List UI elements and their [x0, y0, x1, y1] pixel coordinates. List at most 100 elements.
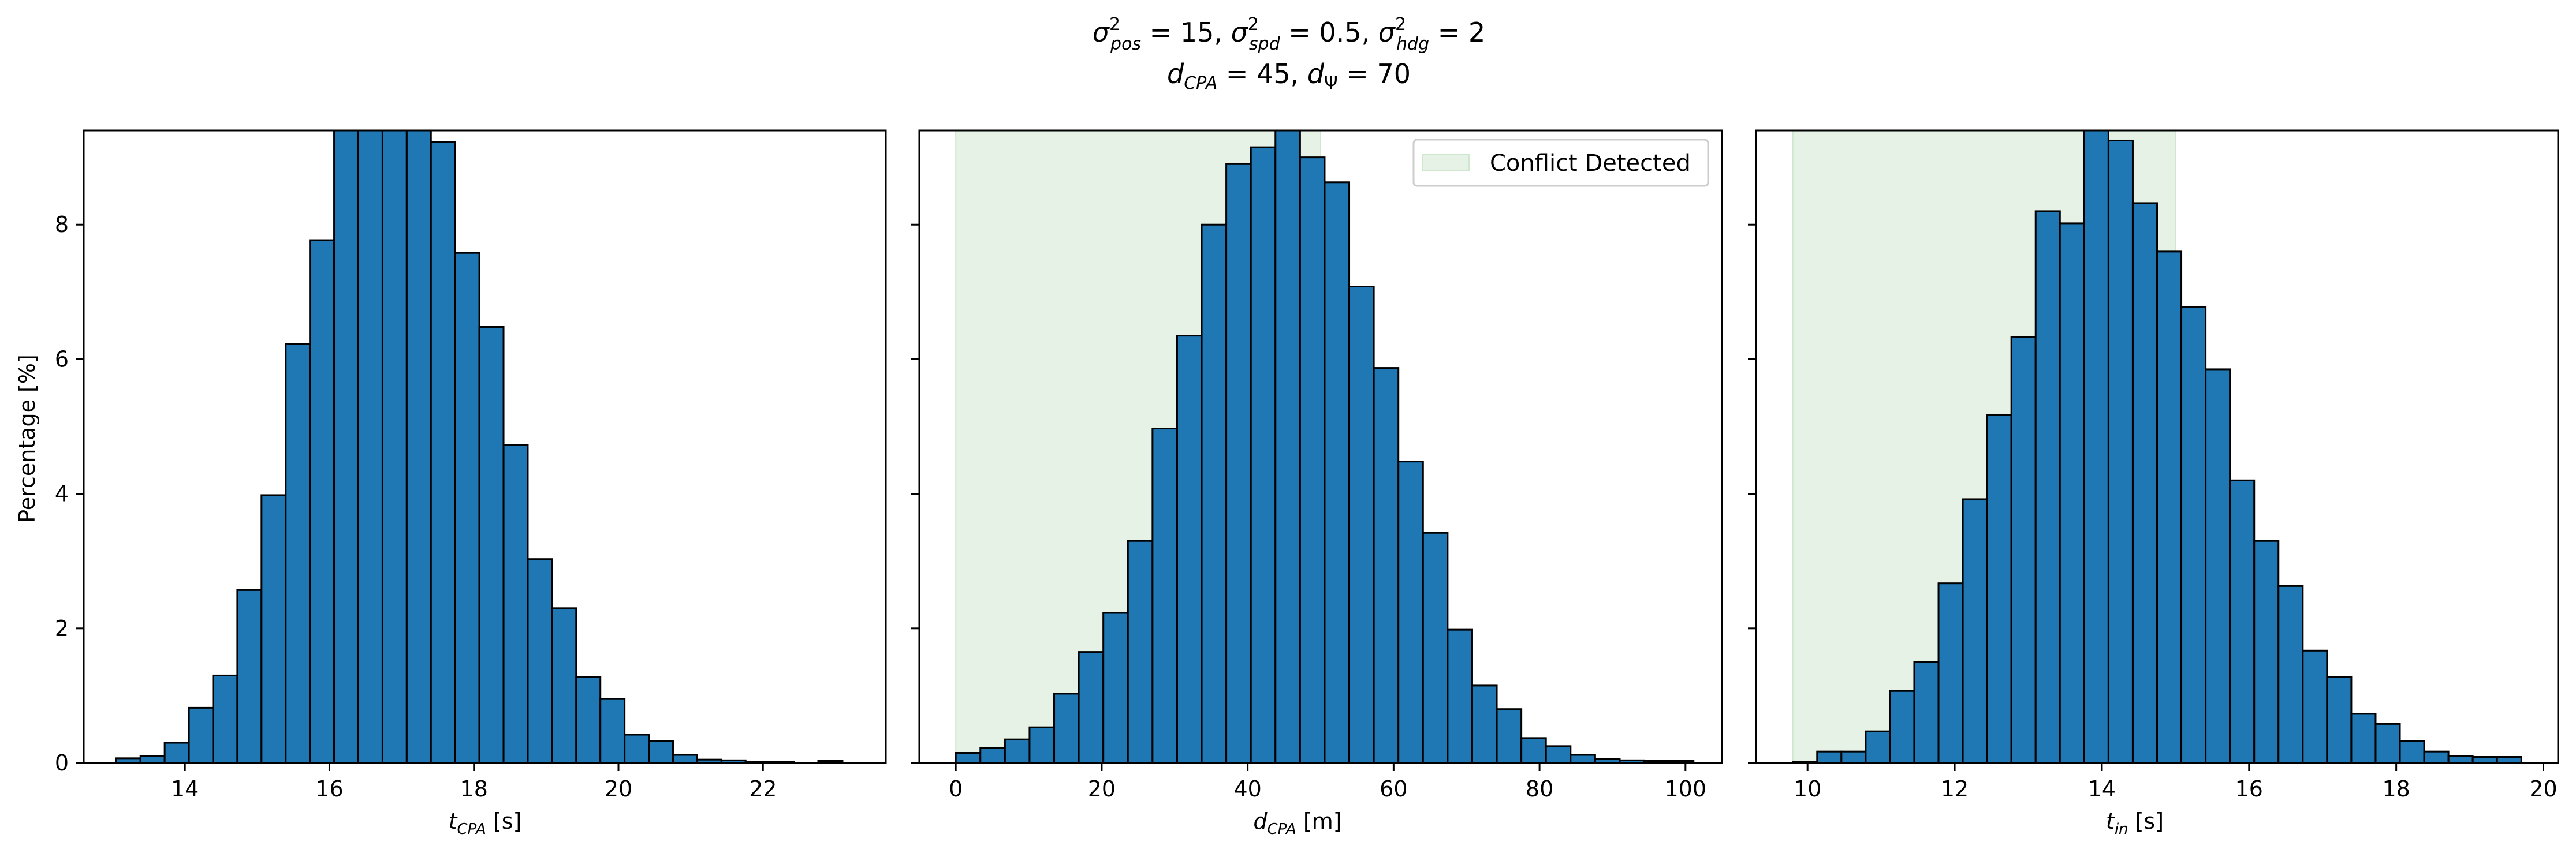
histogram-bar — [139, 755, 166, 763]
histogram-bar — [648, 740, 674, 763]
histogram-bar — [2447, 755, 2474, 763]
histogram-bar — [1250, 146, 1277, 763]
plot-inner — [1792, 130, 2522, 763]
histogram-bar — [1151, 428, 1178, 763]
histogram-bar — [2253, 540, 2280, 763]
x-tick-label: 16 — [315, 776, 343, 802]
histogram-bar — [1570, 754, 1596, 763]
histogram-bar — [2205, 368, 2231, 763]
plot-area-tin: 10 12 14 16 18 20 — [1748, 129, 2559, 802]
histogram-bar — [527, 558, 553, 763]
legend: Conflict Detected — [1412, 139, 1709, 187]
histogram-bar — [1225, 163, 1252, 763]
histogram-bar — [1865, 730, 1891, 763]
histogram-bar — [2034, 210, 2061, 763]
histogram-bar — [2471, 756, 2498, 763]
histogram-bar — [599, 698, 626, 763]
figure-title-line1: σ2 pos = 15, σ2 spd = 0.5, σ2 hdg = 2 — [1093, 14, 1485, 54]
x-tick-label: 20 — [2529, 776, 2557, 802]
histogram-bar — [2083, 130, 2109, 763]
histogram-bar — [357, 130, 383, 763]
histogram-bar — [2059, 222, 2085, 763]
histogram-bar — [1913, 661, 1940, 763]
histogram-bar — [1962, 498, 1988, 763]
subplot-tin: 10 12 14 16 18 20 tin [s] — [1748, 129, 2559, 838]
x-tick-label: 20 — [605, 776, 632, 802]
histogram-bar — [2374, 723, 2401, 763]
x-tick-label: 12 — [1941, 776, 1969, 802]
plot-inner — [115, 130, 844, 763]
histogram-bar — [2180, 305, 2207, 763]
histogram-bar — [1127, 540, 1154, 763]
x-tick-label: 14 — [171, 776, 199, 802]
histogram-bar — [979, 747, 1006, 763]
x-tick-label: 60 — [1380, 776, 1407, 802]
histogram-bar — [2496, 756, 2522, 763]
histogram-bar — [285, 343, 311, 763]
histogram-bar — [1816, 750, 1843, 763]
histogram-bar — [1496, 708, 1523, 763]
x-tick-label: 16 — [2235, 776, 2263, 802]
histogram-bar — [430, 141, 456, 763]
histogram-bar — [1937, 582, 1964, 763]
axes-frame — [918, 129, 1723, 764]
histogram-bar — [1986, 414, 2012, 763]
histogram-bar — [1078, 651, 1105, 763]
histogram-bar — [1053, 693, 1080, 763]
x-tick-label: 10 — [1794, 776, 1821, 802]
y-tick-label: 4 — [55, 481, 69, 507]
histogram-bar — [1201, 223, 1228, 763]
histogram-bar — [1840, 750, 1867, 763]
histogram-bar — [1373, 367, 1400, 763]
histogram-bar — [260, 494, 287, 763]
histogram-bar — [333, 130, 360, 763]
x-tick-label: 20 — [1088, 776, 1116, 802]
plot-area-dcpa: 0 20 40 60 80 100 — [911, 129, 1723, 802]
histogram-bar — [1299, 156, 1326, 763]
subplot-dcpa: 0 20 40 60 80 100 dCPA [m] Conflict Detected — [911, 129, 1723, 838]
histogram-bar — [1102, 612, 1129, 763]
histogram-bar — [1348, 286, 1375, 763]
histogram-bar — [575, 676, 602, 763]
histogram-bar — [1274, 130, 1301, 763]
histogram-bar — [1397, 461, 1424, 763]
xlabel-tin: tin [s] — [2106, 809, 2164, 838]
histogram-bar — [454, 252, 480, 763]
histogram-bar — [1028, 726, 1056, 763]
histogram-bar — [405, 130, 432, 763]
histogram-bar — [2229, 479, 2256, 763]
histogram-bar — [955, 752, 982, 763]
histogram-bar — [2423, 750, 2450, 763]
histogram-bar — [188, 706, 214, 763]
histogram-bar — [502, 444, 529, 763]
y-tick-label: 2 — [55, 616, 69, 641]
ylabel: Percentage [%] — [14, 354, 40, 523]
histogram-bar — [624, 734, 650, 763]
subplot-tcpa: 14 16 18 20 22 0 2 4 6 8 Percentage [%] tCPA [s] — [14, 129, 887, 838]
x-tick-label: 18 — [460, 776, 488, 802]
histogram-bar — [1520, 737, 1547, 763]
histogram-bar — [381, 130, 408, 763]
histogram-bar — [1176, 335, 1203, 763]
histogram-bar — [2107, 139, 2134, 763]
x-tick-label: 0 — [949, 776, 963, 802]
histogram-bar — [551, 607, 577, 763]
x-tick-label: 22 — [749, 776, 777, 802]
x-tick-label: 18 — [2382, 776, 2410, 802]
histogram-bar — [2277, 585, 2304, 763]
histogram-bar — [672, 754, 698, 763]
axes-frame — [83, 129, 887, 764]
histogram-bar — [2010, 336, 2037, 763]
histogram-bar — [2350, 713, 2377, 763]
y-tick-label: 8 — [55, 212, 69, 237]
histogram-bar — [212, 674, 238, 763]
x-tick-label: 14 — [2088, 776, 2116, 802]
histogram-bar — [2326, 676, 2353, 763]
histogram-bar — [1889, 690, 1915, 763]
x-tick-label: 80 — [1526, 776, 1553, 802]
histogram-bar — [2156, 250, 2183, 763]
y-tick-label: 6 — [55, 346, 69, 372]
histogram-bar — [2399, 740, 2425, 763]
histogram-bar — [1004, 738, 1031, 763]
